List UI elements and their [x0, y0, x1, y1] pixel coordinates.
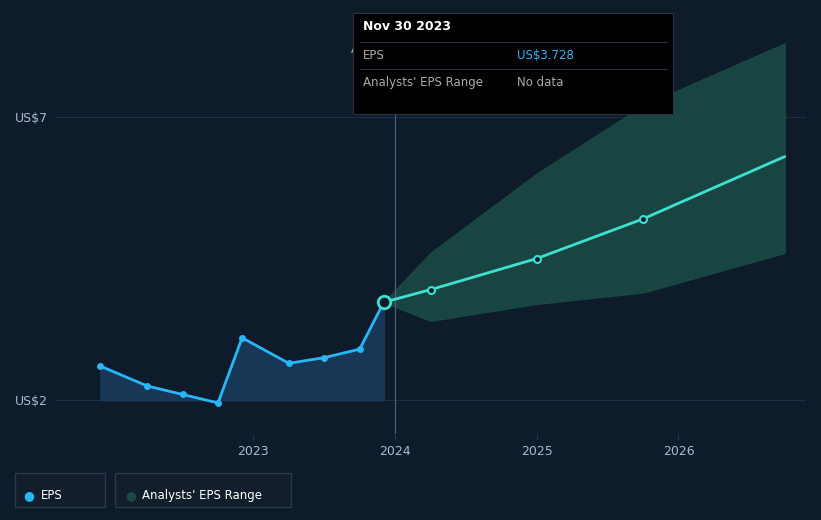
Text: Analysts' EPS Range: Analysts' EPS Range — [363, 76, 483, 89]
Text: US$3.728: US$3.728 — [517, 49, 574, 62]
Text: Analysts Forecasts: Analysts Forecasts — [406, 43, 516, 56]
Text: No data: No data — [517, 76, 563, 89]
Text: Nov 30 2023: Nov 30 2023 — [363, 20, 451, 33]
Text: Actual: Actual — [351, 43, 388, 56]
Text: EPS: EPS — [363, 49, 384, 62]
Text: Analysts' EPS Range: Analysts' EPS Range — [142, 489, 262, 502]
Text: ●: ● — [125, 489, 135, 502]
Text: EPS: EPS — [41, 489, 62, 502]
Text: ●: ● — [23, 489, 34, 502]
